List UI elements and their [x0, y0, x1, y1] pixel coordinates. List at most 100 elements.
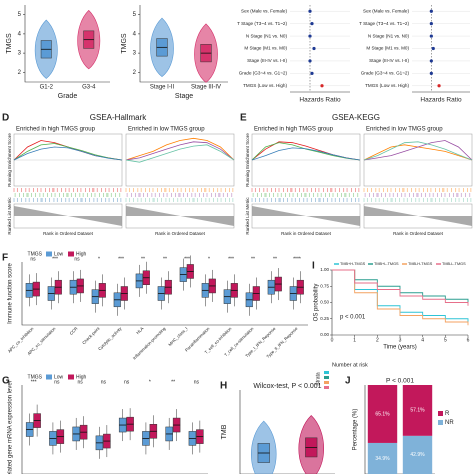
row-label: Stage (III-IV vs. I-II) [247, 58, 287, 63]
legend-label: R [445, 411, 450, 417]
value-label: 42.9% [410, 452, 425, 458]
bar-segment [402, 385, 433, 436]
axis [364, 385, 435, 474]
enrichment-curve [13, 143, 123, 161]
panel-letter: D [2, 113, 9, 124]
y-tick-label: 4 [18, 31, 22, 37]
y-axis-label: Percentage (%) [353, 409, 359, 451]
row-label: N Stage (N1 vs. N0) [368, 33, 410, 38]
bar-segment [367, 442, 398, 474]
x-axis-label: Rank in Ordered Dataset [393, 231, 444, 236]
significance: ns [77, 379, 83, 385]
row-label: T Stage (T3~4 vs. T1~2) [237, 21, 287, 26]
subplot-title: Enriched in high TMGS group [16, 127, 96, 133]
legend-swatch [46, 374, 52, 380]
x-tick-label: 6 [467, 337, 470, 343]
legend-swatch [438, 420, 443, 425]
significance: ** [163, 256, 167, 262]
metric-frame [125, 203, 235, 229]
row-label: Grade (G3~4 vs. G1~2) [361, 71, 410, 76]
axis [21, 385, 208, 474]
significance: * [208, 256, 210, 262]
y-tick-label: 5 [133, 12, 137, 18]
significance: *** [52, 256, 58, 262]
legend-swatch [68, 374, 74, 380]
y-axis-label: TMGS [6, 33, 13, 54]
row-label: T Stage (T3~4 vs. T1~2) [359, 21, 409, 26]
hazard-point [429, 22, 433, 26]
hazard-point [320, 84, 324, 88]
survival-curve [332, 269, 469, 326]
enrichment-curve [125, 141, 235, 161]
strata-label: Strata [315, 372, 321, 386]
chart-title: P < 0.001 [386, 378, 414, 385]
survival-curve [332, 269, 469, 303]
y-tick-label: 2 [18, 70, 22, 76]
significance: *** [228, 256, 234, 262]
legend-title: TMGS [28, 251, 43, 257]
legend-swatch [438, 411, 443, 416]
annotation: p < 0.001 [340, 315, 366, 321]
y-tick-label: 0.00 [320, 332, 329, 337]
x-tick-label: 1 [353, 337, 356, 343]
legend-label: TMB+L-TMGS [374, 262, 399, 266]
x-tick-label: 2 [376, 337, 379, 343]
row-label: Stage (III-IV vs. I-II) [369, 58, 409, 63]
x-axis-label: Rank in Ordered Dataset [281, 231, 332, 236]
enrichment-curve [251, 147, 361, 161]
ranked-metric [252, 206, 360, 226]
significance: ** [273, 256, 277, 262]
x-tick-label: Cytolytic_activity [97, 325, 123, 351]
y-tick-label: 0.25 [320, 316, 329, 321]
panel-letter: G [2, 376, 10, 387]
x-tick-label: Check-point [81, 325, 101, 345]
row-label: M Stage (M1 vs. M0) [366, 46, 409, 51]
hazard-point [308, 59, 312, 63]
panel-letter: I [312, 261, 315, 272]
x-tick-label: 0 [331, 337, 334, 343]
survival-curve [332, 269, 469, 306]
x-tick-label: G1-2 [40, 85, 54, 91]
axis [24, 5, 110, 83]
x-tick-label: HLA [135, 326, 144, 335]
hazard-point [308, 9, 312, 13]
panel-letter: F [2, 253, 8, 264]
y-axis-label: TMB [221, 424, 228, 439]
value-label: 65.1% [375, 411, 390, 417]
row-label: N Stage (N1 vs. N0) [246, 33, 288, 38]
x-tick-label: Stage III-IV [191, 85, 221, 91]
y-tick-label: 3 [18, 51, 22, 57]
x-tick-label: CCR [69, 326, 79, 336]
x-tick-label: Stage I-II [150, 85, 175, 91]
hazard-point [431, 46, 435, 51]
strata-swatch [324, 371, 329, 374]
chart-title: GSEA-Hallmark [90, 113, 147, 122]
x-tick-label: 5 [444, 337, 447, 343]
enrichment-curve [251, 142, 361, 161]
value-label: 34.9% [375, 456, 390, 462]
hazard-point [312, 46, 316, 51]
strata-swatch [324, 381, 329, 384]
significance: ** [171, 379, 175, 385]
y-axis-label: Immune function score [8, 262, 14, 323]
chart-title: Wilcox-test, P < 0.001 [253, 383, 321, 390]
x-axis-label: Stage [175, 93, 193, 100]
hazard-point [437, 84, 441, 88]
risk-title: Number at risk [332, 362, 368, 368]
metric-frame [251, 203, 361, 229]
y-tick-label: 5 [18, 12, 22, 18]
y-tick-label: 0.75 [320, 283, 329, 288]
legend-label: Low [54, 251, 64, 257]
legend-label: NR [445, 420, 454, 426]
metric-frame [13, 203, 123, 229]
bar-segment [367, 385, 398, 443]
metric-frame [363, 203, 473, 229]
significance: * [149, 379, 151, 385]
hazard-point [429, 71, 433, 75]
row-label: M Stage (M1 vs. M0) [244, 46, 287, 51]
legend-label: Low [54, 374, 64, 380]
x-axis-label: Time (years) [383, 345, 416, 351]
strata-swatch [324, 376, 329, 379]
y-axis-label: related gene mRNA expression level [8, 381, 14, 474]
